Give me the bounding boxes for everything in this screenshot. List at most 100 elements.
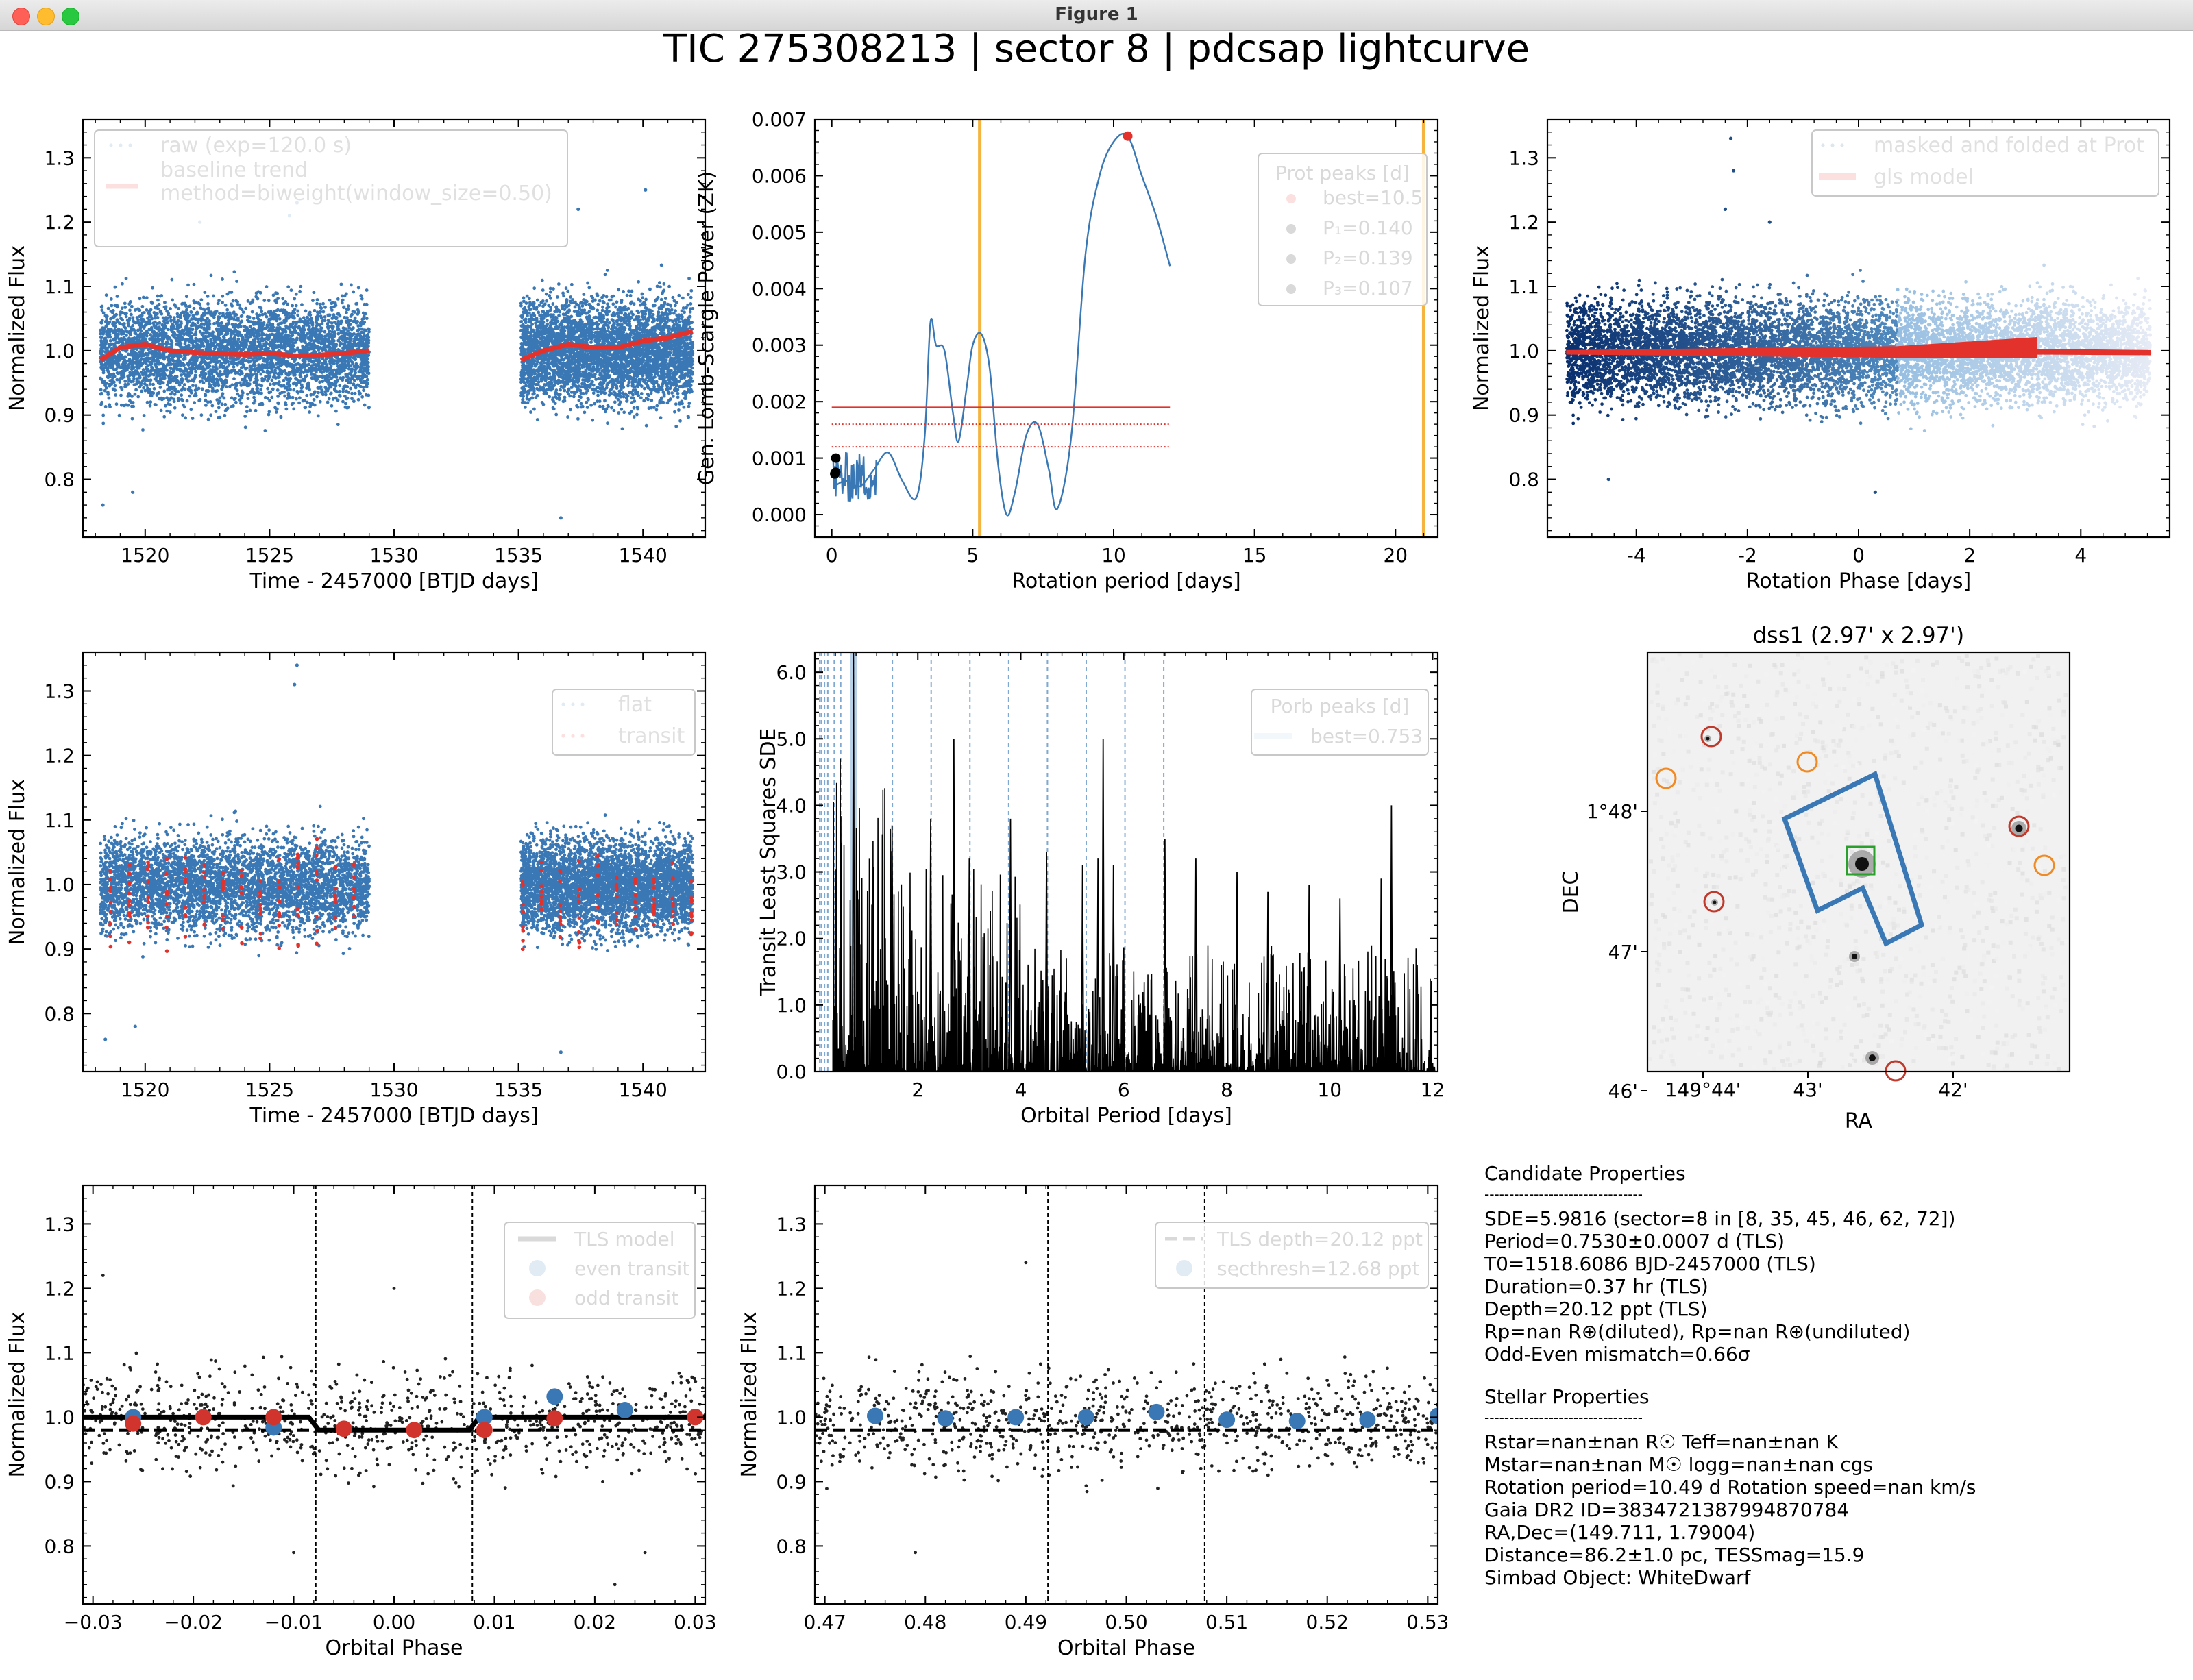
raw-flux-point [140,304,145,308]
raw-flux-point [310,321,315,325]
raw-flux-point [178,325,182,329]
raw-flux-point [330,404,334,408]
raw-flux-point [276,314,280,317]
raw-flux-point [121,323,125,326]
raw-flux-point [330,321,334,325]
raw-flux-point [223,378,228,382]
raw-flux-point [307,362,310,367]
raw-flux-point [286,378,291,382]
raw-flux-point [315,301,319,306]
raw-flux-point [133,392,137,396]
raw-flux-point [114,393,118,397]
raw-flux-point [191,417,195,420]
minimize-window-button[interactable] [37,8,55,25]
raw-flux-point [659,297,663,301]
raw-flux-point [211,330,215,334]
raw-flux-point [119,393,123,397]
raw-flux-point [173,406,177,410]
raw-flux-point [212,294,215,298]
raw-flux-point [117,413,121,417]
raw-flux-point [331,397,335,401]
raw-flux-point [243,325,247,328]
raw-flux-point [120,370,123,373]
raw-flux-point [184,377,188,381]
raw-flux-point [147,328,151,332]
raw-flux-point [258,313,262,317]
raw-flux-point [259,306,263,310]
raw-flux-point [267,321,271,324]
raw-flux-point [209,413,213,417]
raw-flux-point [362,380,366,384]
raw-flux-point [130,380,134,384]
raw-flux-point [217,315,221,319]
raw-flux-point [255,387,259,391]
raw-flux-point [248,320,252,324]
raw-flux-point [305,400,309,404]
raw-flux-point [278,325,282,330]
raw-flux-point [163,300,167,304]
raw-flux-point [132,383,136,387]
raw-flux-point [151,356,156,360]
raw-flux-point [140,371,144,374]
raw-flux-point [350,367,354,371]
raw-flux-point [334,374,338,378]
raw-flux-point [642,399,646,403]
raw-flux-point [260,363,265,367]
raw-flux-point [175,378,179,382]
raw-flux-point [278,332,281,336]
raw-flux-point [114,355,118,359]
raw-flux-point [188,386,192,389]
raw-flux-point [176,398,180,402]
raw-flux-point [123,312,127,316]
raw-flux-point [319,326,323,330]
raw-flux-point [99,365,103,369]
raw-flux-point [293,341,297,344]
raw-flux-point [362,331,366,335]
raw-flux-point [169,343,173,346]
raw-flux-point [329,359,332,363]
raw-flux-point [124,355,127,359]
raw-flux-point [149,378,153,382]
raw-flux-point [290,345,294,349]
raw-flux-point [145,296,149,300]
raw-flux-point [356,324,360,328]
raw-flux-point [318,302,322,306]
raw-flux-point [354,336,358,341]
raw-flux-point [218,415,222,419]
raw-flux-point [311,326,315,330]
raw-flux-point [222,396,226,400]
raw-flux-point [262,332,266,336]
close-window-button[interactable] [12,8,30,25]
raw-flux-point [676,395,680,399]
raw-flux-point [336,423,340,427]
raw-flux-point [268,399,271,403]
raw-flux-point [245,372,249,376]
raw-flux-point [142,386,145,390]
raw-flux-point [596,393,600,397]
zoom-window-button[interactable] [62,8,79,25]
raw-flux-point [194,366,198,370]
raw-flux-point [187,328,191,332]
raw-flux-point [256,297,260,301]
raw-flux-point [200,314,204,318]
raw-flux-point [203,319,207,322]
raw-flux-point [151,367,155,371]
raw-flux-point [235,280,238,283]
raw-flux-point [133,372,137,376]
raw-flux-point [103,362,107,367]
raw-flux-point [327,397,331,401]
raw-flux-point [341,399,345,404]
raw-flux-point [357,374,361,378]
raw-flux-point [169,380,172,384]
raw-flux-point [181,386,185,390]
raw-flux-point [206,335,209,338]
raw-flux-point [99,376,103,380]
raw-flux-point [300,349,304,353]
raw-flux-point [164,305,168,309]
figure-canvas: TIC 275308213 | sector 8 | pdcsap lightc… [5,30,2171,1660]
raw-flux-point [177,367,181,371]
raw-flux-point [216,301,220,306]
raw-flux-point [326,322,330,325]
raw-flux-point [225,345,229,349]
raw-flux-point [148,373,152,377]
